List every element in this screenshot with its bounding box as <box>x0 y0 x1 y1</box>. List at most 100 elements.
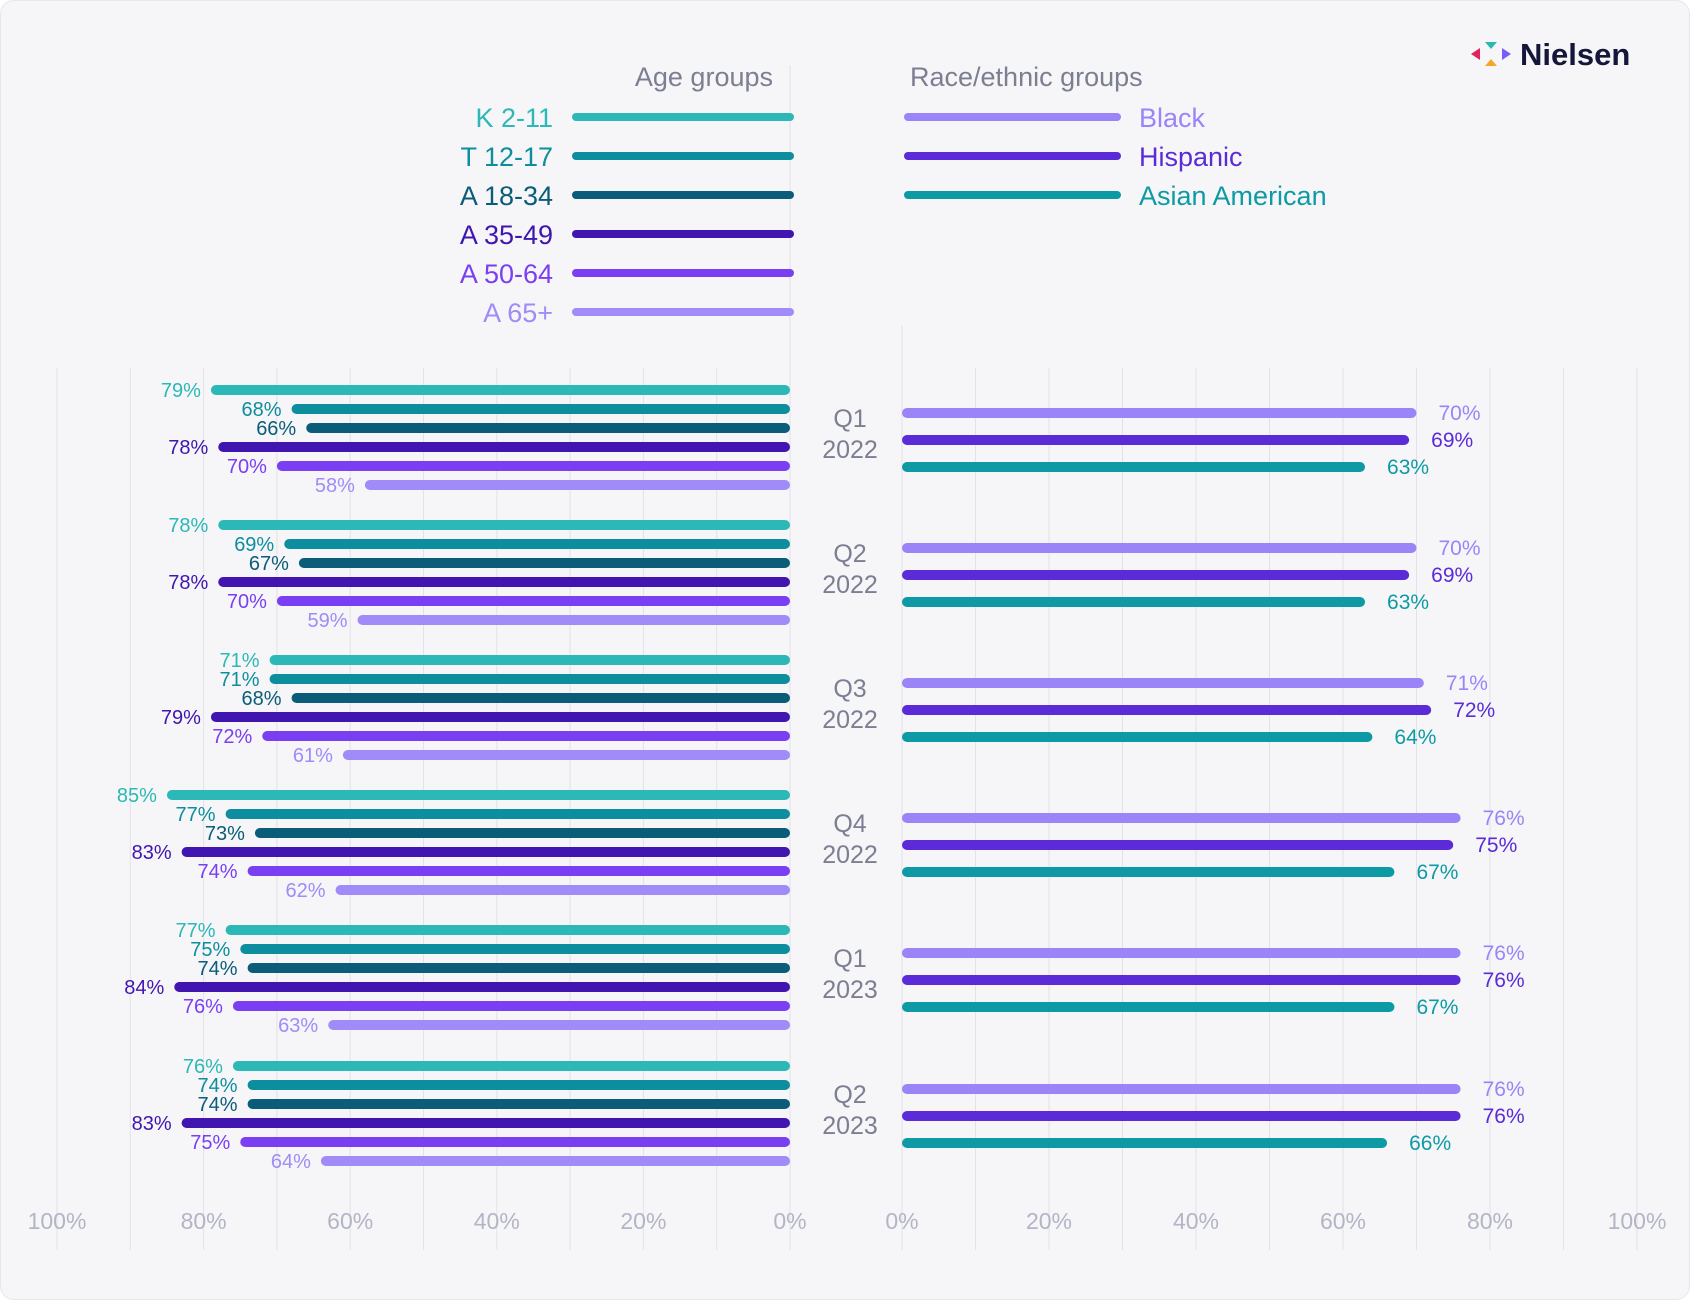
bar-race <box>902 1002 1395 1012</box>
period-label-year: 2022 <box>822 571 878 599</box>
bar-race <box>902 678 1424 688</box>
legend-label-race: Black <box>1139 103 1206 133</box>
bar-age <box>342 750 790 760</box>
bar-race <box>902 543 1417 553</box>
period-label-quarter: Q3 <box>833 675 866 703</box>
data-label-race: 76% <box>1483 969 1525 992</box>
data-label-race: 63% <box>1387 456 1429 479</box>
data-label-age: 83% <box>132 842 172 864</box>
bar-race <box>902 948 1461 958</box>
logo-mark-left-icon <box>1471 48 1480 60</box>
data-label-age: 59% <box>307 610 347 632</box>
data-label-age: 69% <box>234 534 274 556</box>
data-label-race: 66% <box>1409 1132 1451 1155</box>
x-tick-right: 40% <box>1173 1208 1219 1234</box>
bar-age <box>232 1061 791 1071</box>
data-label-age: 67% <box>249 553 289 575</box>
logo-mark-bottom-icon <box>1485 59 1497 66</box>
bar-age <box>284 539 790 549</box>
bar-age <box>174 982 790 992</box>
bar-race <box>902 867 1395 877</box>
x-tick-right: 100% <box>1608 1208 1667 1234</box>
data-label-age: 77% <box>176 804 216 826</box>
data-label-age: 66% <box>256 418 296 440</box>
data-label-race: 71% <box>1446 672 1488 695</box>
period-label-quarter: Q4 <box>833 810 866 838</box>
legend-label-age: T 12-17 <box>460 142 553 172</box>
data-label-age: 76% <box>183 996 223 1018</box>
bar-age <box>291 404 790 414</box>
bar-age <box>232 1001 791 1011</box>
bar-race <box>902 1138 1388 1148</box>
x-tick-left: 100% <box>28 1208 87 1234</box>
x-tick-right: 80% <box>1467 1208 1513 1234</box>
data-label-age: 58% <box>315 475 355 497</box>
x-tick-left: 40% <box>474 1208 520 1234</box>
bar-age <box>240 944 790 954</box>
data-label-age: 70% <box>227 456 267 478</box>
bar-age <box>210 385 790 395</box>
bar-age <box>306 423 790 433</box>
bar-race <box>902 408 1417 418</box>
data-label-race: 67% <box>1416 861 1458 884</box>
data-label-age: 61% <box>293 745 333 767</box>
bar-age <box>218 442 790 452</box>
data-label-age: 63% <box>278 1015 318 1037</box>
bar-age <box>181 847 791 857</box>
data-label-age: 79% <box>161 380 201 402</box>
period-label-year: 2023 <box>822 976 878 1004</box>
bar-age <box>276 596 790 606</box>
data-label-age: 74% <box>198 861 238 883</box>
bar-age <box>298 558 790 568</box>
bar-age <box>247 963 790 973</box>
bar-race <box>902 732 1373 742</box>
bar-race <box>902 1084 1461 1094</box>
data-label-race: 67% <box>1416 996 1458 1019</box>
data-label-race: 72% <box>1453 699 1495 722</box>
data-label-age: 68% <box>242 688 282 710</box>
period-label-quarter: Q2 <box>833 1081 866 1109</box>
data-label-race: 70% <box>1439 537 1481 560</box>
period-label-year: 2022 <box>822 436 878 464</box>
data-label-race: 76% <box>1483 807 1525 830</box>
bar-age <box>364 480 790 490</box>
bar-age <box>247 866 790 876</box>
bar-age <box>210 712 790 722</box>
data-label-age: 83% <box>132 1113 172 1135</box>
data-label-age: 77% <box>176 920 216 942</box>
bar-race <box>902 597 1366 607</box>
bar-age <box>247 1080 790 1090</box>
data-label-age: 75% <box>190 939 230 961</box>
bar-age <box>166 790 790 800</box>
bar-race <box>902 435 1410 445</box>
logo-mark-right-icon <box>1502 48 1511 60</box>
bar-age <box>269 674 790 684</box>
bar-age <box>262 731 790 741</box>
legend-label-age: A 35-49 <box>460 220 553 250</box>
bar-race <box>902 975 1461 985</box>
data-label-age: 72% <box>212 726 252 748</box>
data-label-age: 62% <box>286 880 326 902</box>
x-tick-right: 60% <box>1320 1208 1366 1234</box>
data-label-age: 74% <box>198 1075 238 1097</box>
data-label-age: 85% <box>117 785 157 807</box>
data-label-age: 73% <box>205 823 245 845</box>
x-tick-left: 0% <box>773 1208 806 1234</box>
data-label-race: 76% <box>1483 1105 1525 1128</box>
bar-age <box>225 809 791 819</box>
legend-label-age: A 50-64 <box>460 259 553 289</box>
bar-race <box>902 570 1410 580</box>
age-legend-title: Age groups <box>635 62 773 92</box>
x-tick-right: 0% <box>885 1208 918 1234</box>
logo-mark-top-icon <box>1485 42 1497 49</box>
data-label-race: 76% <box>1483 1078 1525 1101</box>
data-label-race: 64% <box>1394 726 1436 749</box>
logo-wordmark: Nielsen <box>1520 37 1630 72</box>
bar-age <box>335 885 790 895</box>
x-tick-right: 20% <box>1026 1208 1072 1234</box>
bar-race <box>902 1111 1461 1121</box>
bar-race <box>902 705 1432 715</box>
data-label-age: 78% <box>168 515 208 537</box>
data-label-age: 70% <box>227 591 267 613</box>
